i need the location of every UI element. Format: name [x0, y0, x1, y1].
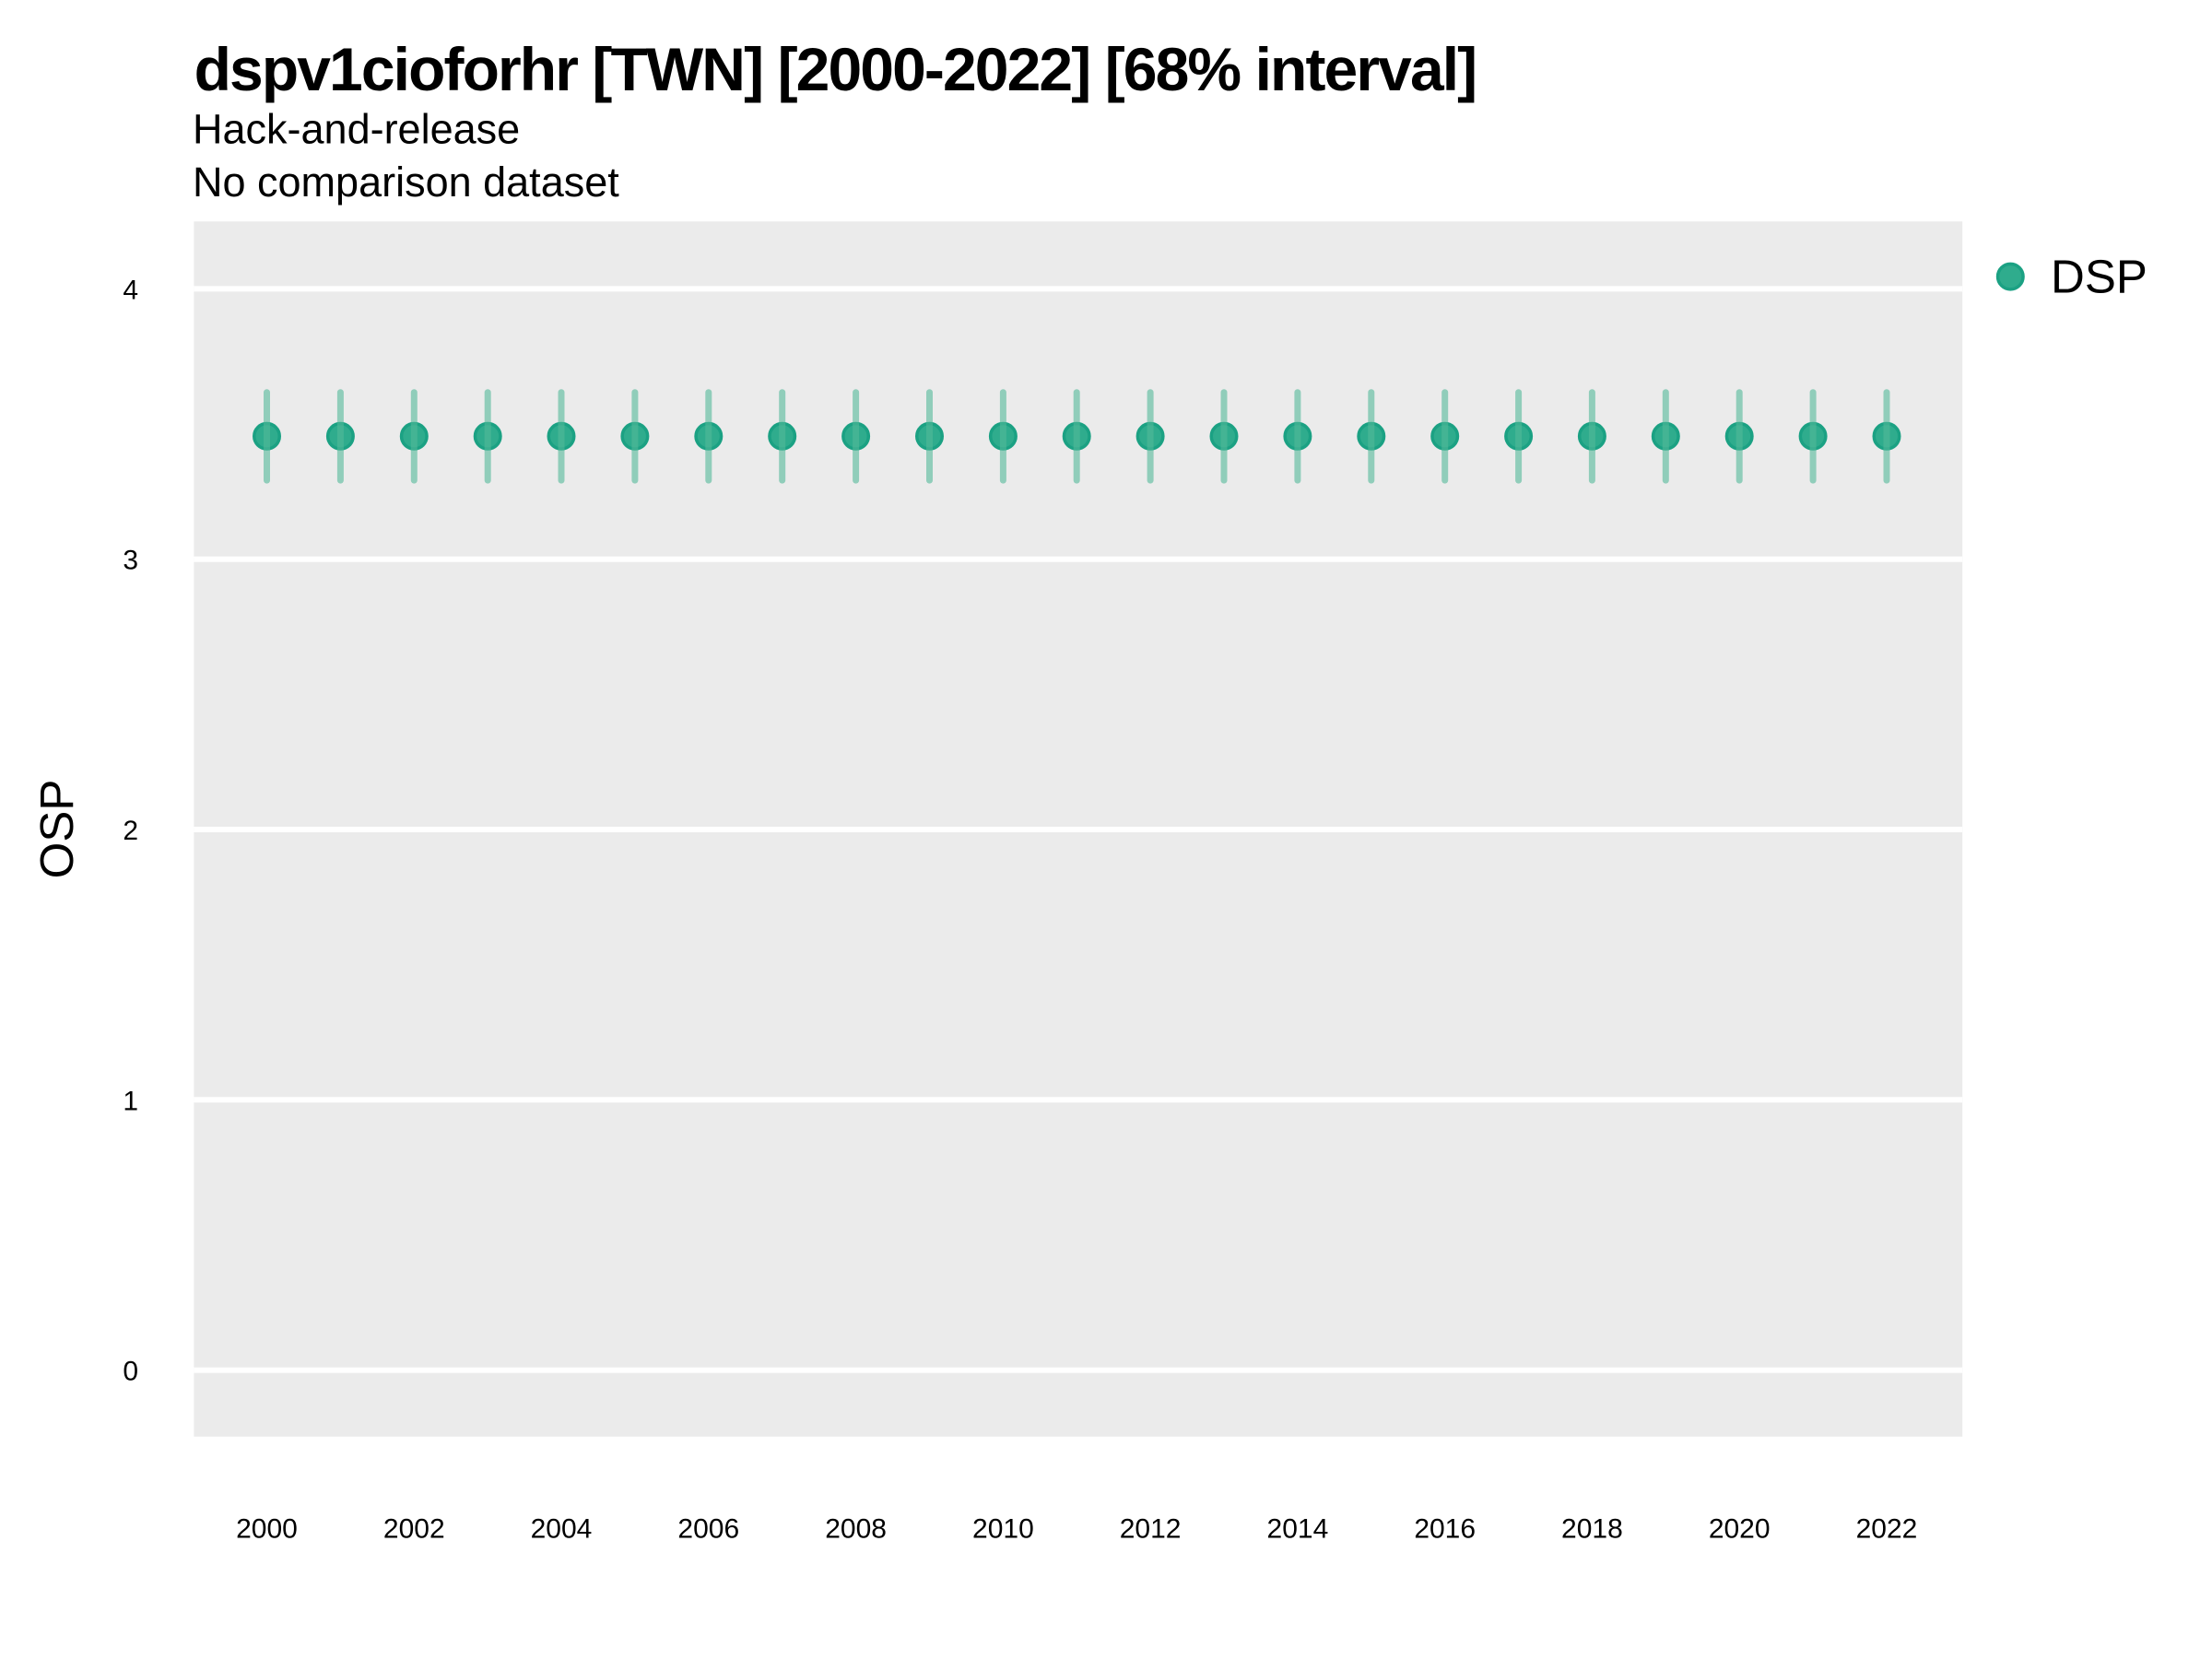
svg-text:2020: 2020 — [1709, 1513, 1771, 1544]
svg-text:2008: 2008 — [825, 1513, 887, 1544]
svg-text:dspv1cioforhr [TWN] [2000-2022: dspv1cioforhr [TWN] [2000-2022] [68% int… — [194, 35, 1477, 103]
svg-text:2012: 2012 — [1120, 1513, 1182, 1544]
svg-text:4: 4 — [123, 275, 138, 305]
svg-text:2014: 2014 — [1267, 1513, 1329, 1544]
svg-text:Hack-and-release: Hack-and-release — [193, 106, 520, 153]
svg-text:2: 2 — [123, 816, 138, 846]
svg-text:2004: 2004 — [531, 1513, 593, 1544]
svg-text:OSP: OSP — [30, 780, 83, 879]
svg-text:2000: 2000 — [236, 1513, 298, 1544]
svg-text:2006: 2006 — [677, 1513, 739, 1544]
svg-text:3: 3 — [123, 546, 138, 576]
svg-text:1: 1 — [123, 1086, 138, 1116]
svg-text:2010: 2010 — [972, 1513, 1034, 1544]
svg-text:2022: 2022 — [1856, 1513, 1918, 1544]
svg-text:0: 0 — [123, 1357, 138, 1387]
svg-text:No comparison dataset: No comparison dataset — [193, 159, 619, 206]
svg-text:2018: 2018 — [1561, 1513, 1623, 1544]
svg-text:DSP: DSP — [2051, 251, 2147, 303]
svg-text:2002: 2002 — [383, 1513, 445, 1544]
svg-text:2016: 2016 — [1414, 1513, 1476, 1544]
